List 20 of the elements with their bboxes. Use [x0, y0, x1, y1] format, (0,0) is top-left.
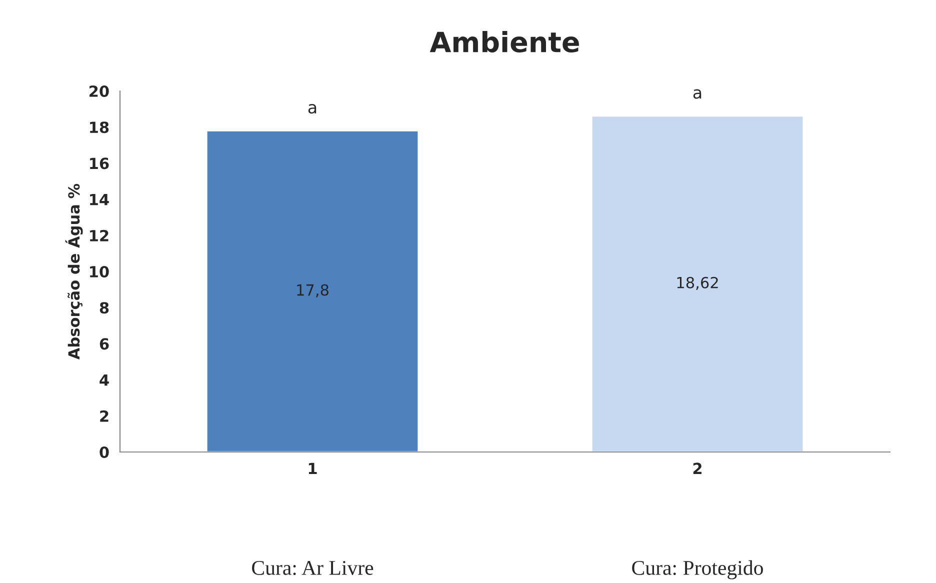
y-tick-label: 18 — [90, 122, 109, 134]
x-tick-label: 1 — [308, 462, 317, 474]
annotation: a — [308, 104, 316, 114]
data-label: 18,62 — [677, 276, 718, 290]
y-tick-label: 16 — [90, 158, 109, 170]
y-tick-label: 0 — [100, 446, 109, 458]
chart-title: Ambiente — [430, 31, 579, 53]
y-tick-label: 12 — [90, 230, 108, 242]
y-axis-title: Absorção de Água % — [65, 184, 83, 360]
y-tick-label: 20 — [90, 85, 109, 98]
y-tick-label: 8 — [100, 302, 109, 314]
y-tick-label: 4 — [100, 374, 109, 386]
y-tick-label: 10 — [90, 266, 109, 278]
text: Cura: Protegido — [632, 560, 763, 580]
text: Cura: Ar Livre — [252, 560, 374, 576]
data-label: 17,8 — [297, 284, 328, 298]
y-tick-label: 2 — [100, 410, 108, 422]
y-tick-label: 6 — [100, 338, 109, 350]
y-tick-label: 14 — [90, 194, 109, 206]
annotation: a — [693, 89, 702, 99]
